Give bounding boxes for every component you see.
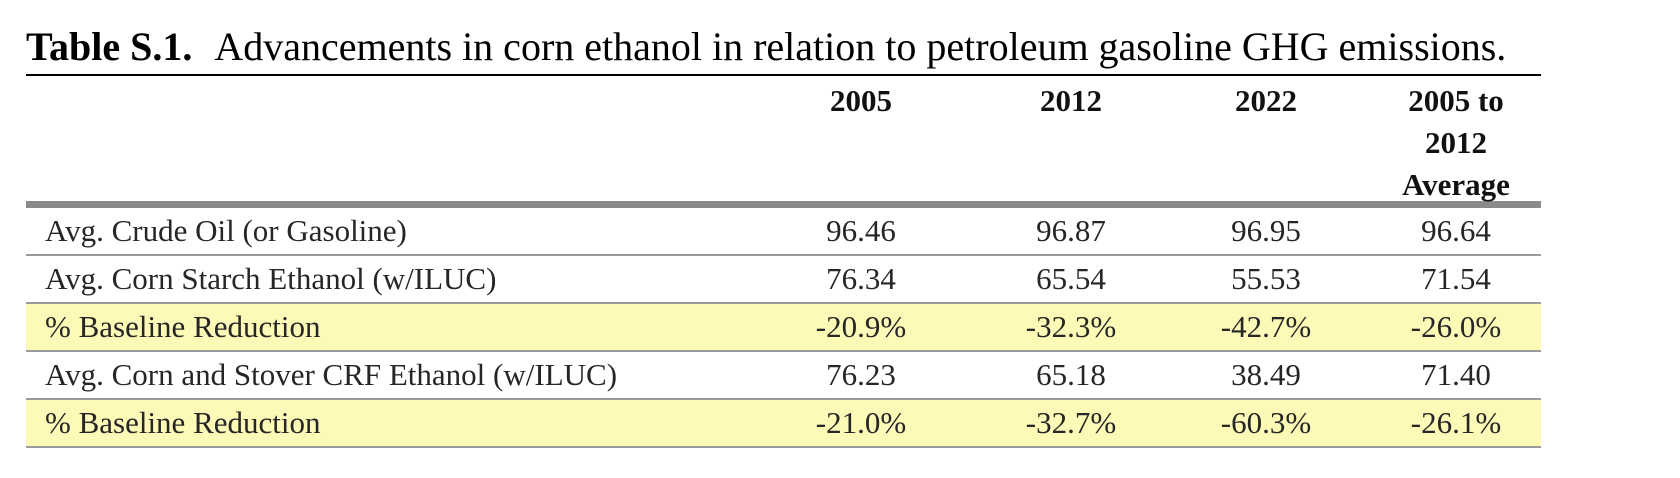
table-row-highlighted: % Baseline Reduction -20.9% -32.3% -42.7… [26, 304, 1541, 350]
column-header-2012: 2012 [1040, 83, 1102, 118]
table-header-row: 2005 2012 2022 2005 to 2012 Average [26, 76, 1541, 202]
table-bottom-rule [26, 446, 1541, 448]
table-caption: Table S.1. Advancements in corn ethanol i… [26, 22, 1546, 72]
cell-value: -32.7% [1025, 405, 1117, 440]
table-row: Avg. Corn Starch Ethanol (w/ILUC) 76.34 … [26, 256, 1541, 302]
cell-value: -26.0% [1410, 309, 1502, 344]
row-divider [26, 302, 1541, 304]
cell-value: 65.18 [1036, 357, 1106, 392]
cell-value: -21.0% [815, 405, 907, 440]
cell-value: -60.3% [1220, 405, 1312, 440]
cell-value: 76.23 [826, 357, 896, 392]
cell-value: -32.3% [1025, 309, 1117, 344]
data-table: 2005 2012 2022 2005 to 2012 Average Avg.… [26, 76, 1541, 448]
header-rule [26, 201, 1541, 208]
table-label: Table S.1. [26, 24, 193, 69]
caption-underline [26, 74, 1541, 76]
cell-value: 65.54 [1036, 261, 1106, 296]
cell-value: 71.54 [1421, 261, 1491, 296]
cell-value: 96.46 [826, 213, 896, 248]
table-row: Avg. Corn and Stover CRF Ethanol (w/ILUC… [26, 352, 1541, 398]
cell-value: -42.7% [1220, 309, 1312, 344]
row-divider [26, 254, 1541, 256]
cell-value: 76.34 [826, 261, 896, 296]
cell-value: 38.49 [1231, 357, 1301, 392]
row-label: Avg. Corn Starch Ethanol (w/ILUC) [45, 261, 497, 296]
row-label: % Baseline Reduction [45, 405, 321, 440]
row-label: Avg. Crude Oil (or Gasoline) [45, 213, 407, 248]
row-label: Avg. Corn and Stover CRF Ethanol (w/ILUC… [45, 357, 618, 392]
table-row-highlighted: % Baseline Reduction -21.0% -32.7% -60.3… [26, 400, 1541, 446]
row-divider [26, 350, 1541, 352]
cell-value: 96.95 [1231, 213, 1301, 248]
column-header-2005: 2005 [830, 83, 892, 118]
cell-value: -26.1% [1410, 405, 1502, 440]
cell-value: 55.53 [1231, 261, 1301, 296]
cell-value: -20.9% [815, 309, 907, 344]
table-title: Advancements in corn ethanol in relation… [214, 24, 1507, 69]
cell-value: 71.40 [1421, 357, 1491, 392]
table-row: Avg. Crude Oil (or Gasoline) 96.46 96.87… [26, 208, 1541, 254]
cell-value: 96.87 [1036, 213, 1106, 248]
column-header-average: 2005 to 2012 Average [1402, 83, 1510, 202]
row-label: % Baseline Reduction [45, 309, 321, 344]
cell-value: 96.64 [1421, 213, 1491, 248]
row-divider [26, 398, 1541, 400]
column-header-2022: 2022 [1235, 83, 1297, 118]
